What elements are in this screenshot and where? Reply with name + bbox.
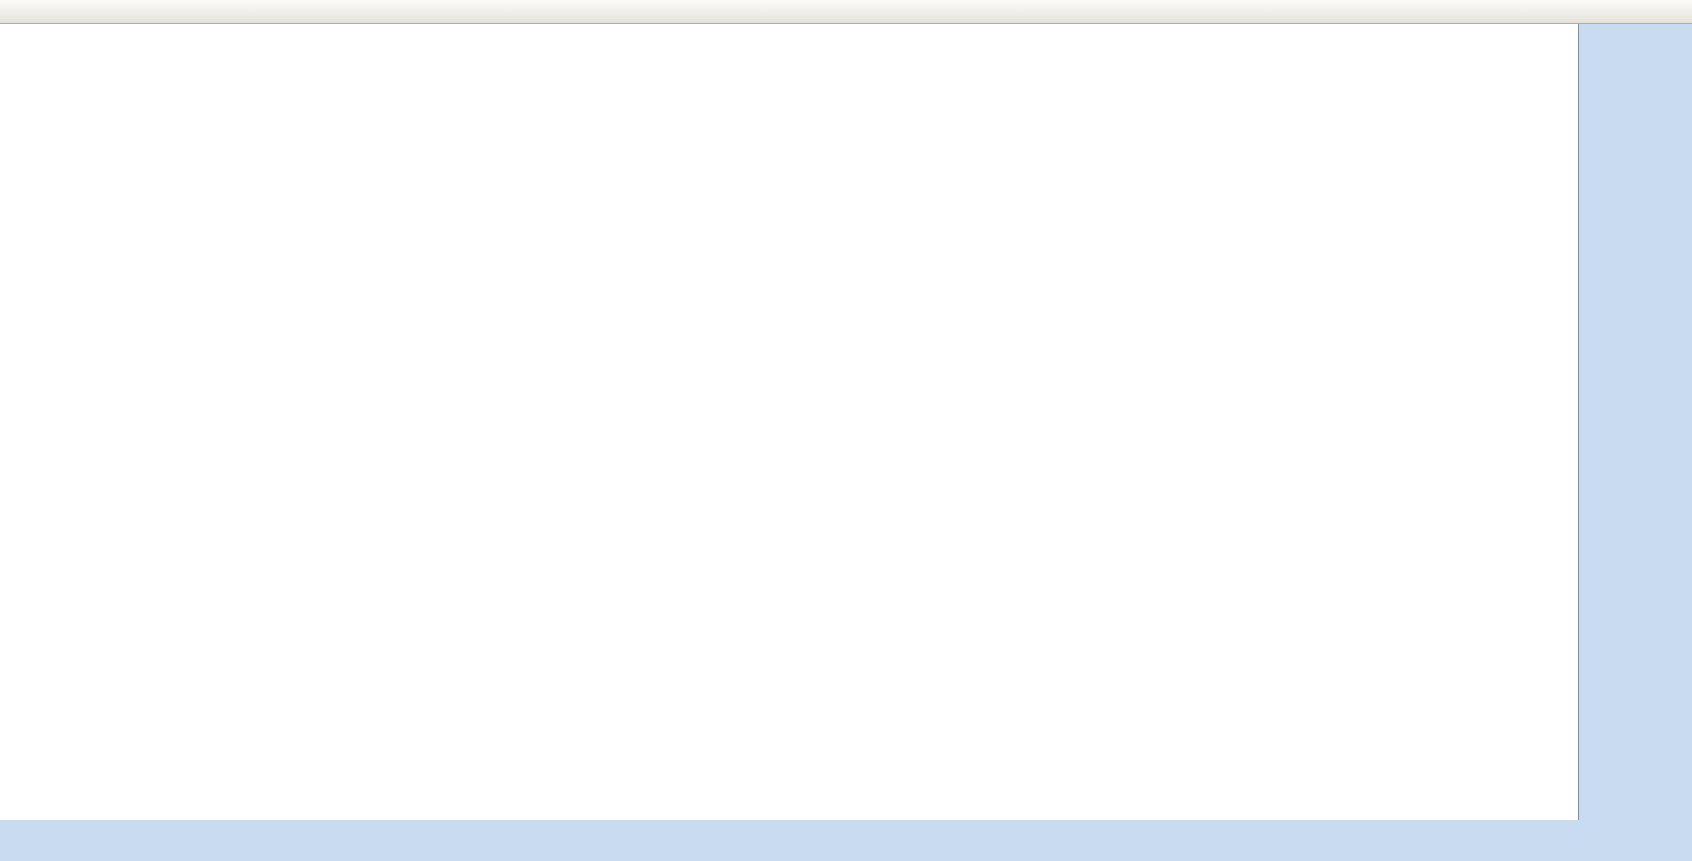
chart-window[interactable]: [0, 24, 1579, 820]
chart-canvas[interactable]: [0, 24, 1578, 820]
toolbar: [0, 0, 1692, 24]
